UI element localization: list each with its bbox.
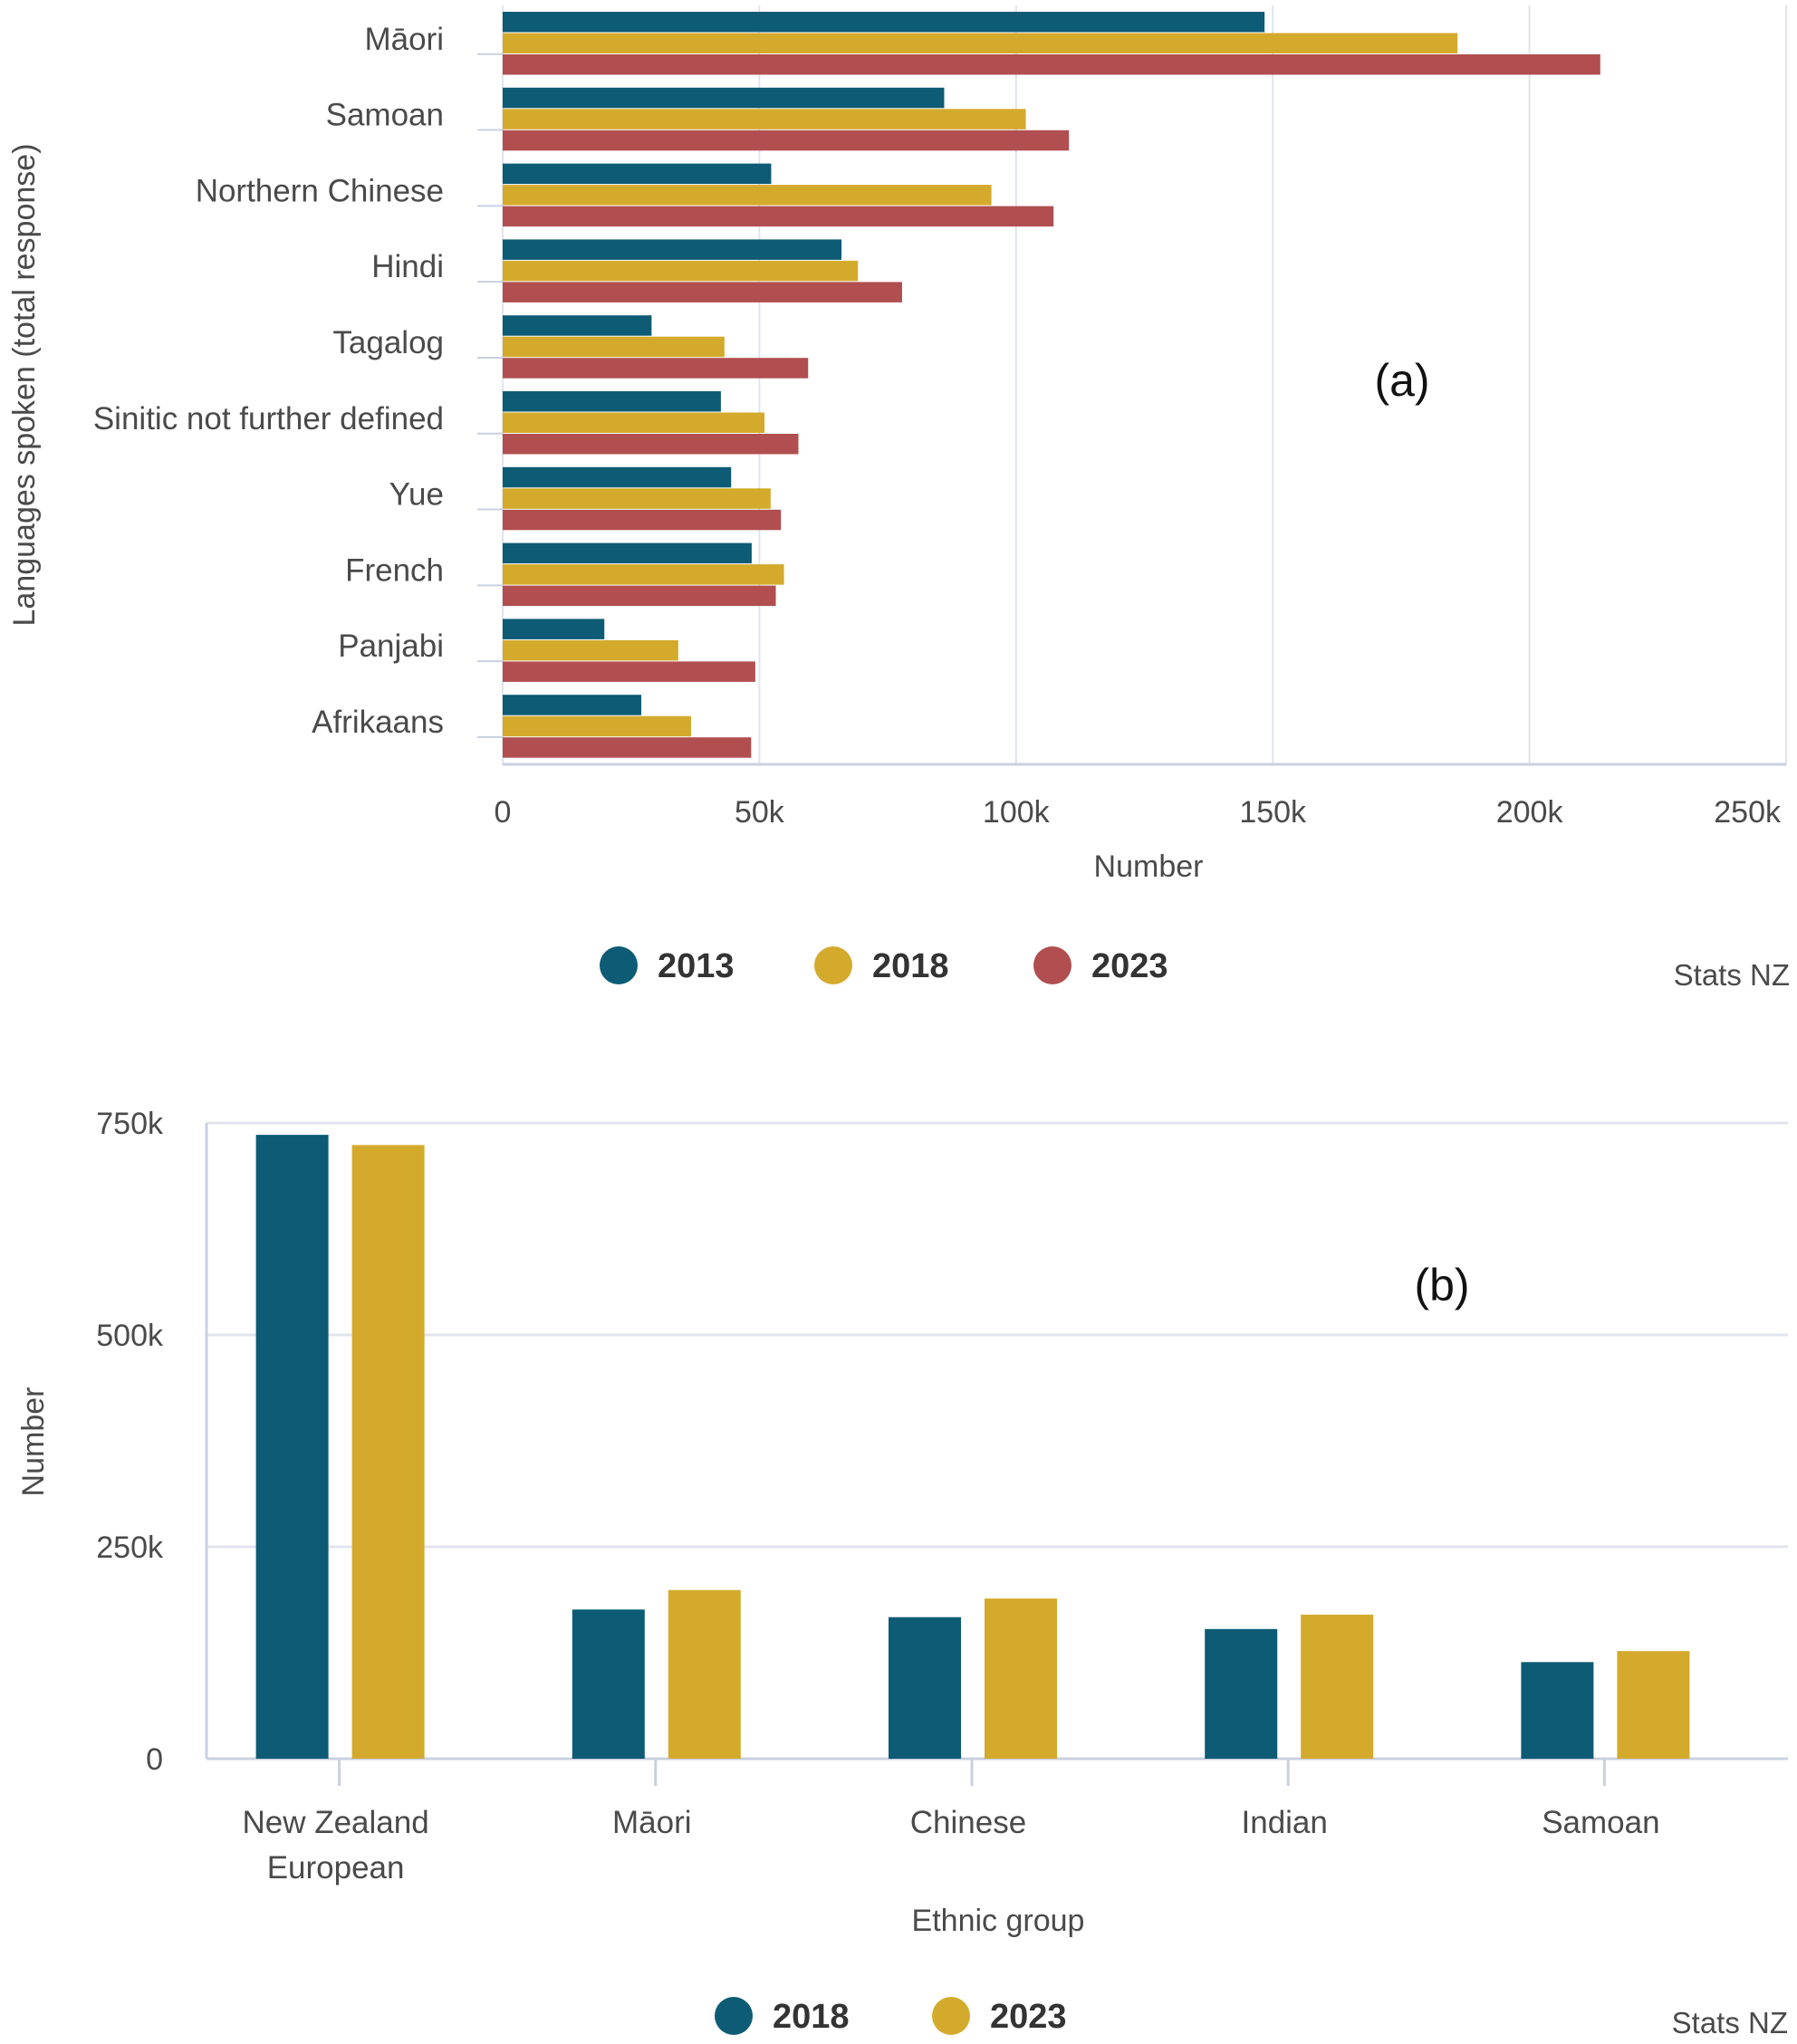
chart-a-category-label: Panjabi (338, 629, 444, 664)
chart-a-bar-tagalog-2018 (503, 336, 725, 358)
chart-a-source-credit: Stats NZ (1674, 958, 1790, 992)
chart-b-bar-maori-2018 (572, 1609, 645, 1759)
chart-b-bar-new-zealand-european-2018 (255, 1135, 329, 1759)
chart-a-x-tick-label: 200k (1496, 795, 1564, 830)
chart-b-category-label: European (267, 1850, 405, 1886)
chart-a-bar-french-2018 (503, 564, 784, 585)
chart-a-bar-afrikaans-2018 (503, 715, 692, 737)
chart-b-category-label: Chinese (910, 1805, 1026, 1840)
chart-a-x-axis-title: Number (1094, 849, 1204, 884)
chart-a-bar-hindi-2013 (503, 239, 842, 260)
chart-b-bar-indian-2023 (1301, 1614, 1374, 1759)
chart-a-category-labels: Māori Samoan Northern Chinese Hindi Tagalog S… (93, 22, 503, 740)
chart-a-bar-maori-2013 (503, 12, 1265, 33)
chart-a-bar-yue-2018 (503, 488, 771, 509)
chart-a: Māori Samoan Northern Chinese Hindi Tagalog S… (7, 5, 1790, 992)
chart-a-bar-samoan-2013 (503, 87, 945, 109)
chart-a-bar-northern-chinese-2018 (503, 185, 992, 206)
chart-b-panel-label: (b) (1414, 1260, 1469, 1310)
chart-b-legend-swatch-2018 (715, 1997, 753, 2035)
chart-a-bar-yue-2023 (503, 509, 782, 531)
chart-a-legend-swatch-2018 (814, 946, 852, 984)
chart-b-category-label: New Zealand (242, 1805, 428, 1840)
chart-a-bar-sinitic-not-further-defined-2013 (503, 391, 721, 412)
chart-b-legend-label: 2018 (773, 1998, 850, 2036)
chart-b-legend-label: 2023 (990, 1998, 1067, 2036)
chart-a-category-label: Hindi (371, 249, 444, 284)
chart-b-bar-samoan-2018 (1521, 1662, 1594, 1759)
chart-a-category-label: Northern Chinese (196, 173, 444, 208)
chart-b-bars (255, 1135, 1690, 1759)
chart-a-legend-label: 2018 (872, 947, 949, 985)
chart-a-bar-yue-2013 (503, 466, 732, 488)
chart-b-category-label: Indian (1242, 1805, 1328, 1840)
chart-b: New Zealand European Māori Chinese Indian Sam… (16, 1107, 1788, 2039)
chart-a-bar-tagalog-2023 (503, 358, 809, 379)
chart-a-y-axis-title: Languages spoken (total response) (7, 143, 42, 626)
chart-a-bar-afrikaans-2013 (503, 695, 642, 715)
chart-b-x-axis-title: Ethnic group (912, 1904, 1085, 1938)
chart-a-bar-french-2023 (503, 585, 776, 607)
chart-a-panel-label: (a) (1374, 355, 1429, 406)
chart-a-bars (503, 12, 1600, 758)
chart-a-bar-panjabi-2023 (503, 661, 755, 682)
chart-b-source-credit: Stats NZ (1672, 2006, 1788, 2039)
chart-b-bar-indian-2018 (1205, 1628, 1278, 1759)
chart-b-y-tick-label: 250k (96, 1531, 164, 1565)
chart-a-bar-northern-chinese-2013 (503, 163, 772, 185)
chart-b-category-label: Māori (612, 1805, 692, 1840)
chart-a-x-tick-label: 0 (495, 795, 512, 830)
chart-a-bar-panjabi-2013 (503, 619, 605, 639)
chart-a-category-label: Yue (389, 477, 444, 513)
chart-a-category-label: Samoan (326, 98, 444, 133)
chart-a-bar-sinitic-not-further-defined-2018 (503, 412, 765, 433)
chart-a-bar-tagalog-2013 (503, 315, 652, 336)
chart-a-category-label: French (345, 552, 444, 588)
chart-b-bar-chinese-2023 (985, 1598, 1057, 1759)
chart-a-category-label: Afrikaans (312, 705, 444, 740)
chart-a-x-tick-label: 250k (1714, 795, 1782, 830)
chart-a-category-label: Tagalog (332, 325, 444, 360)
chart-a-legend-swatch-2023 (1033, 946, 1071, 984)
chart-a-category-label: Sinitic not further defined (93, 401, 444, 437)
chart-b-y-tick-labels: 0 250k 500k 750k (96, 1107, 164, 1777)
chart-a-x-tick-label: 150k (1239, 795, 1307, 830)
chart-a-legend-label: 2013 (658, 947, 735, 985)
chart-b-gridlines (207, 1121, 1788, 1549)
chart-a-bar-northern-chinese-2023 (503, 206, 1054, 227)
chart-a-legend-label: 2023 (1091, 947, 1168, 985)
chart-b-bar-new-zealand-european-2023 (351, 1145, 425, 1759)
chart-b-y-tick-label: 750k (96, 1107, 164, 1141)
chart-b-bar-chinese-2018 (889, 1617, 961, 1759)
chart-a-bar-maori-2018 (503, 33, 1458, 53)
chart-a-bar-sinitic-not-further-defined-2023 (503, 434, 799, 455)
chart-b-legend-swatch-2023 (932, 1997, 970, 2035)
chart-b-bar-maori-2023 (668, 1589, 741, 1759)
chart-b-y-tick-label: 500k (96, 1319, 164, 1353)
chart-a-bar-afrikaans-2023 (503, 737, 752, 758)
chart-b-category-label: Samoan (1542, 1805, 1659, 1840)
chart-a-bar-hindi-2018 (503, 260, 859, 282)
chart-b-y-tick-label: 0 (146, 1742, 163, 1777)
chart-a-bar-maori-2023 (503, 54, 1600, 75)
chart-a-x-tick-label: 50k (735, 795, 785, 830)
chart-a-bar-samoan-2023 (503, 130, 1070, 151)
chart-a-bar-samoan-2018 (503, 109, 1026, 130)
chart-b-legend: 2018 2023 (715, 1997, 1067, 2036)
chart-a-x-tick-labels: 0 50k 100k 150k 200k 250k (495, 795, 1782, 830)
chart-a-bar-hindi-2023 (503, 282, 902, 302)
chart-a-bar-french-2013 (503, 542, 752, 564)
chart-a-legend: 2013 2018 2023 (600, 946, 1168, 985)
chart-a-x-tick-label: 100k (983, 795, 1051, 830)
chart-b-y-axis-title: Number (16, 1387, 51, 1497)
chart-b-category-labels: New Zealand European Māori Chinese Indian Sam… (242, 1759, 1660, 1886)
chart-b-bar-samoan-2023 (1617, 1651, 1690, 1759)
chart-a-bar-panjabi-2018 (503, 639, 678, 661)
chart-a-category-label: Māori (364, 22, 444, 57)
chart-a-legend-swatch-2013 (600, 946, 638, 984)
